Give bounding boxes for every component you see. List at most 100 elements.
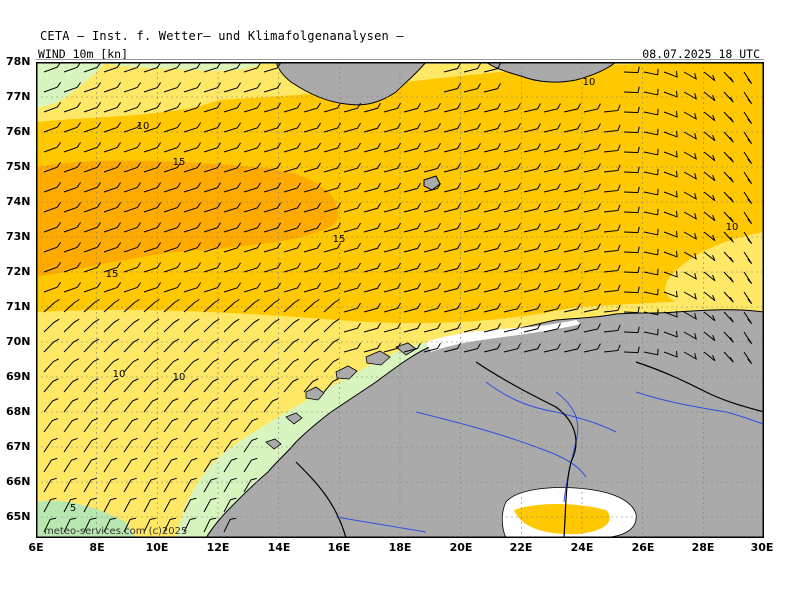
- wind-barb: [163, 202, 182, 213]
- wind-barb: [443, 63, 461, 73]
- wind-barb: [563, 183, 581, 193]
- wind-barb: [83, 82, 102, 93]
- wind-barb: [103, 497, 117, 513]
- wind-barb: [503, 123, 521, 133]
- lat-label: 69N: [6, 370, 31, 383]
- lon-label: 22E: [509, 541, 533, 554]
- wind-barb: [203, 282, 221, 293]
- lon-label: 6E: [28, 541, 44, 554]
- wind-barb: [423, 322, 441, 333]
- wind-barb: [123, 437, 138, 453]
- wind-barb: [203, 418, 219, 433]
- wind-barb: [643, 248, 659, 256]
- wind-barb: [203, 202, 221, 213]
- wind-barb: [43, 497, 57, 513]
- wind-barb: [443, 283, 461, 293]
- wind-barb: [583, 323, 601, 333]
- wind-barb: [543, 123, 561, 133]
- wind-barb: [603, 304, 621, 313]
- wind-barb: [363, 122, 381, 133]
- wind-barb: [343, 302, 361, 313]
- wind-barb: [563, 343, 581, 353]
- wind-barb: [63, 517, 77, 533]
- wind-barb: [543, 203, 561, 213]
- lon-label: 12E: [206, 541, 230, 554]
- wind-barb: [283, 162, 301, 173]
- wind-barb: [343, 282, 361, 293]
- wind-barb: [183, 338, 200, 353]
- wind-barb: [223, 202, 241, 213]
- wind-barb: [503, 263, 521, 273]
- wind-barb: [383, 182, 401, 193]
- wind-barb: [683, 71, 697, 80]
- wind-barb: [323, 242, 341, 253]
- contour-label: 5: [70, 503, 76, 514]
- wind-barb: [243, 102, 261, 113]
- wind-barb: [263, 242, 281, 253]
- wind-barb: [303, 122, 321, 133]
- wind-barb: [43, 437, 58, 453]
- wind-barb: [143, 418, 159, 433]
- wind-barb: [123, 318, 140, 333]
- wind-barb: [243, 182, 261, 193]
- wind-barb: [63, 338, 80, 353]
- wind-barb: [743, 131, 753, 145]
- lon-label: 20E: [449, 541, 473, 554]
- wind-barb: [83, 477, 97, 493]
- wind-barb: [103, 222, 122, 233]
- wind-barb: [183, 457, 198, 473]
- wind-barb: [503, 183, 521, 193]
- wind-barb: [163, 142, 182, 153]
- wind-barb: [383, 242, 401, 253]
- wind-barb: [323, 358, 339, 373]
- wind-barb: [163, 398, 179, 413]
- wind-barb: [643, 88, 659, 96]
- wind-barb: [83, 358, 99, 373]
- wind-barb: [503, 303, 521, 313]
- wind-barb: [603, 284, 621, 293]
- wind-barb: [403, 322, 421, 333]
- wind-barb: [723, 91, 734, 103]
- wind-barb: [303, 262, 321, 273]
- wind-barb: [203, 62, 221, 73]
- wind-barb: [563, 203, 581, 213]
- wind-barb: [163, 102, 182, 113]
- wind-barb: [303, 338, 320, 353]
- wind-barb: [663, 330, 678, 338]
- wind-barb: [483, 163, 501, 173]
- wind-barb: [503, 223, 521, 233]
- wind-barb: [163, 318, 180, 333]
- wind-barb: [623, 166, 640, 174]
- wind-barb: [483, 323, 501, 333]
- wind-barb: [63, 242, 82, 253]
- wind-barb: [43, 242, 62, 253]
- wind-barb: [603, 324, 621, 333]
- wind-barb: [683, 351, 697, 360]
- wind-barb: [43, 517, 57, 533]
- wind-barb: [243, 418, 259, 433]
- wind-barb: [223, 298, 240, 313]
- wind-barb: [103, 338, 120, 353]
- wind-barb: [603, 184, 621, 193]
- wind-barb: [63, 318, 80, 333]
- wind-barb: [203, 298, 220, 313]
- wind-barb: [143, 202, 162, 213]
- wind-barb: [223, 182, 241, 193]
- wind-barb: [503, 283, 521, 293]
- wind-barb: [123, 338, 140, 353]
- wind-barb: [463, 263, 481, 273]
- wind-barb: [543, 223, 561, 233]
- wind-barb: [303, 282, 321, 293]
- wind-barb: [43, 318, 60, 333]
- wind-barb: [323, 338, 340, 353]
- wind-barb: [203, 358, 219, 373]
- wind-band-5-10-nw: [36, 62, 106, 108]
- wind-barb: [723, 151, 734, 163]
- wind-barb: [583, 303, 601, 313]
- wind-barb: [603, 204, 621, 213]
- wind-barb: [143, 142, 162, 153]
- wind-barb: [343, 202, 361, 213]
- wind-barb: [643, 128, 659, 136]
- wind-barb: [243, 202, 261, 213]
- wind-barb: [663, 170, 678, 178]
